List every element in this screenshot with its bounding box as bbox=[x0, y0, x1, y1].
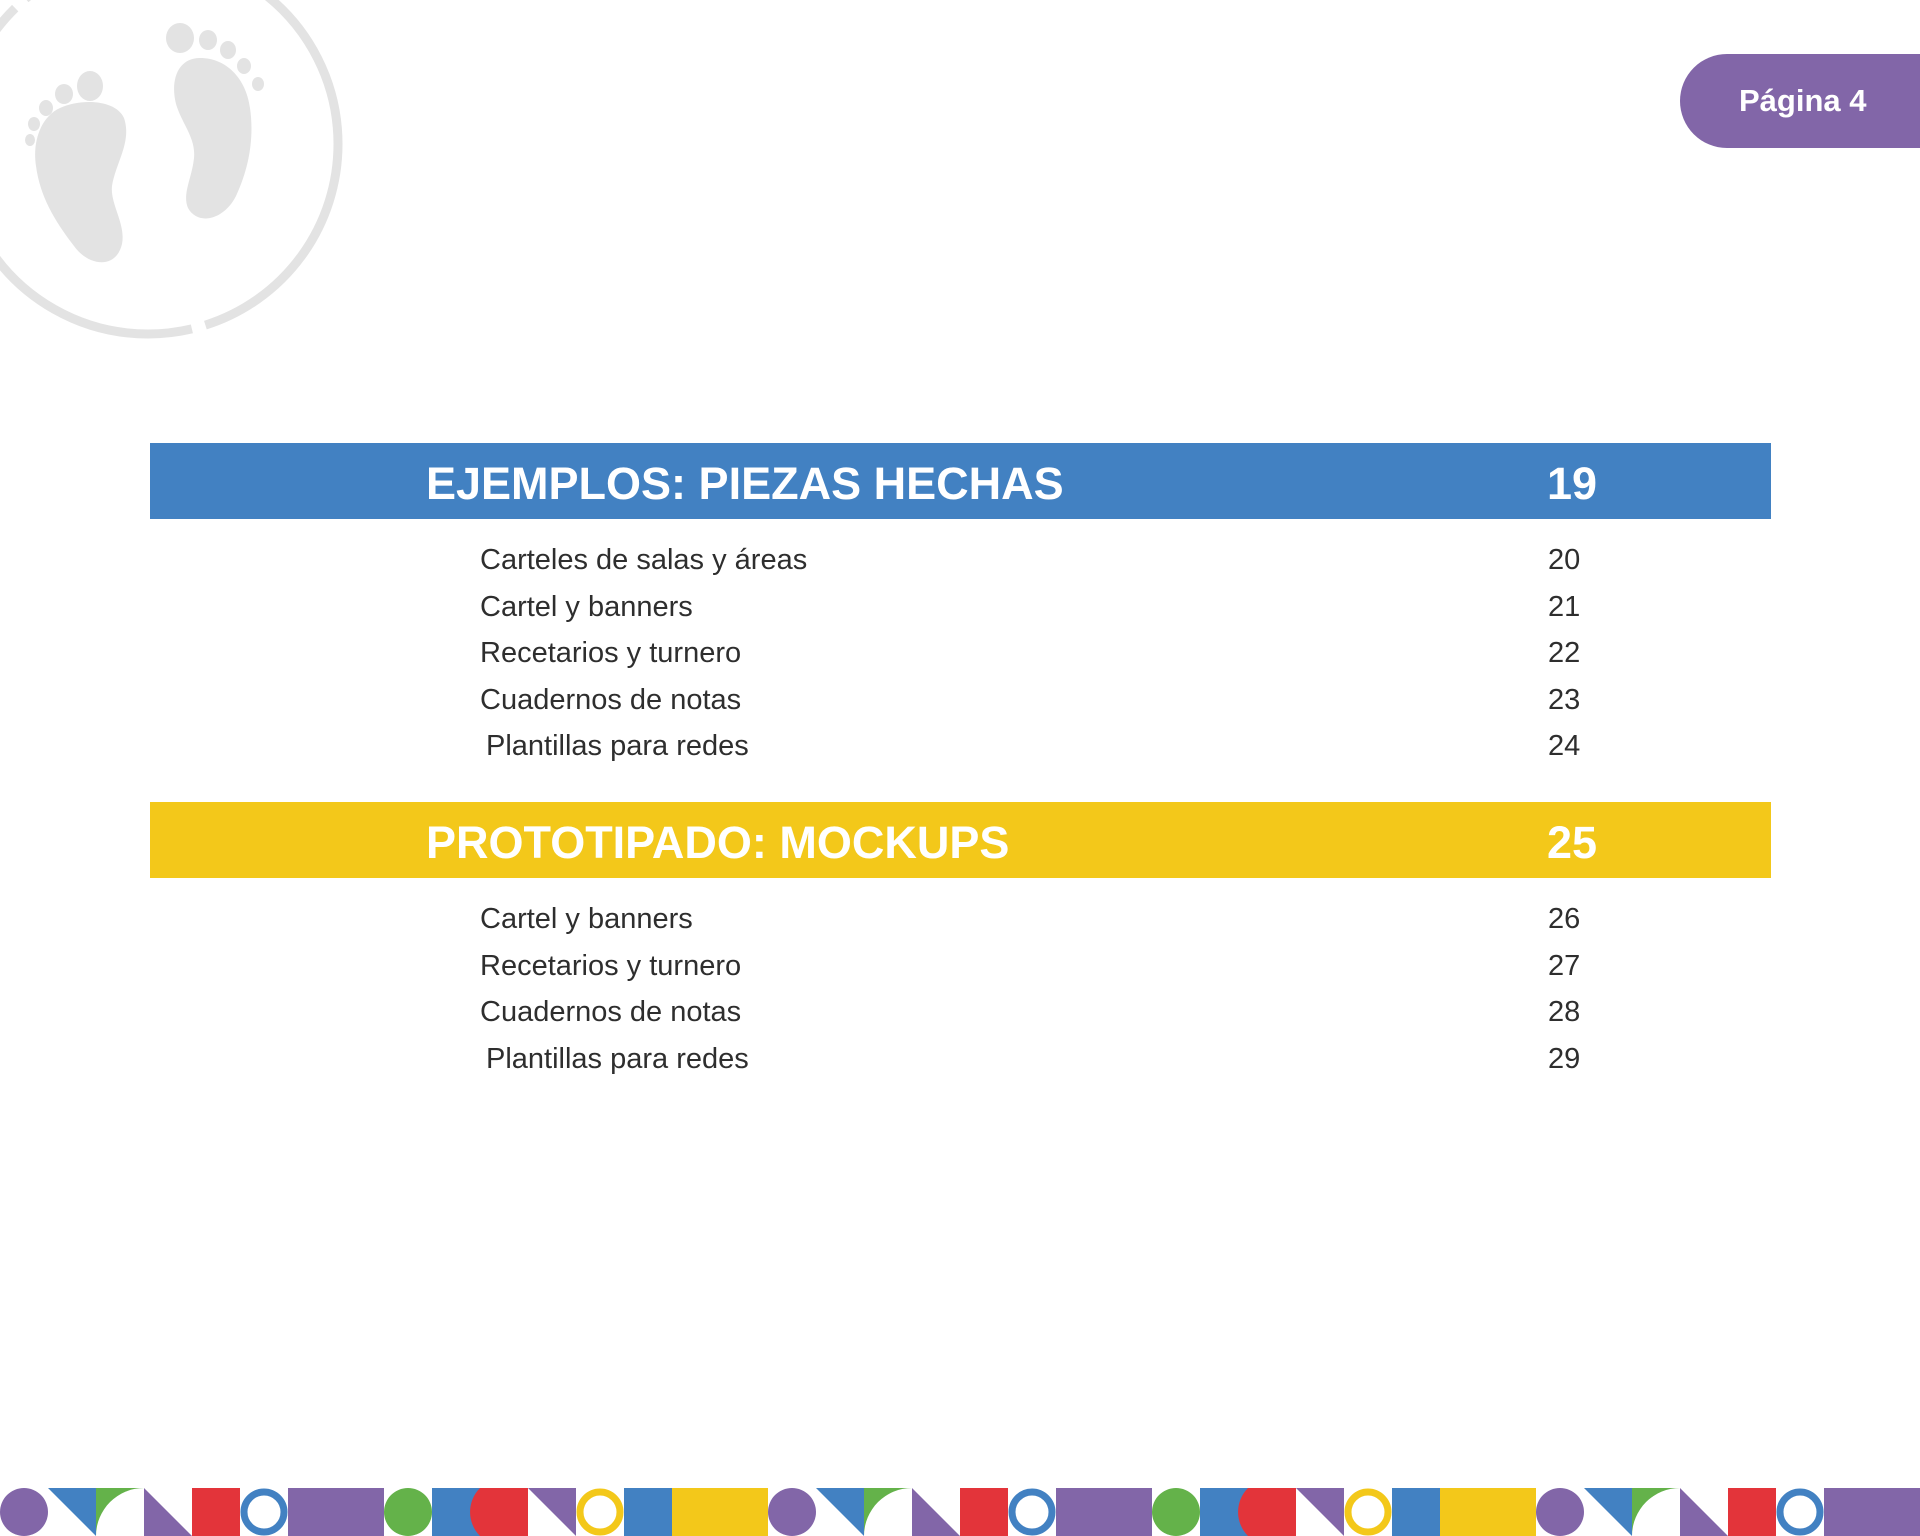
toc-entry[interactable]: Carteles de salas y áreas 20 bbox=[0, 538, 1920, 585]
toc-entry-label: Cartel y banners bbox=[480, 903, 693, 935]
border-shape bbox=[240, 1488, 288, 1536]
border-shape bbox=[192, 1488, 240, 1536]
toc-entry[interactable]: Cartel y banners 26 bbox=[0, 897, 1920, 944]
border-shape bbox=[1296, 1488, 1344, 1536]
toc-entry[interactable]: Cuadernos de notas 23 bbox=[0, 678, 1920, 725]
toc-entry[interactable]: Cartel y banners 21 bbox=[0, 585, 1920, 632]
section-page-number: 25 bbox=[1547, 817, 1598, 868]
toc-entry-label: Plantillas para redes bbox=[486, 730, 749, 762]
border-shape bbox=[288, 1488, 384, 1536]
toc-entry-page: 26 bbox=[1548, 903, 1581, 935]
border-shape bbox=[144, 1488, 192, 1536]
section-header-prototipado: PROTOTIPADO: MOCKUPS 25 bbox=[150, 802, 1771, 878]
section-title: EJEMPLOS: PIEZAS HECHAS bbox=[426, 458, 1064, 509]
border-shape bbox=[672, 1488, 768, 1536]
toc-entry-page: 29 bbox=[1548, 1042, 1581, 1075]
border-shape bbox=[1824, 1488, 1920, 1536]
border-shape bbox=[1392, 1488, 1440, 1536]
border-shape bbox=[960, 1488, 1008, 1536]
toc-entry-label: Cartel y banners bbox=[480, 590, 693, 623]
toc-entry-page: 24 bbox=[1548, 730, 1581, 762]
border-shape bbox=[768, 1488, 816, 1536]
toc-entry-label: Plantillas para redes bbox=[486, 1042, 749, 1075]
border-shape bbox=[1632, 1488, 1680, 1536]
border-shape bbox=[1776, 1488, 1824, 1536]
border-shape bbox=[1728, 1488, 1776, 1536]
border-shape bbox=[1152, 1488, 1200, 1536]
toc-entry-page: 21 bbox=[1548, 590, 1581, 623]
toc-entry-label: Recetarios y turnero bbox=[480, 637, 742, 669]
section-header-ejemplos: EJEMPLOS: PIEZAS HECHAS 19 bbox=[150, 443, 1771, 519]
geometric-border-pattern bbox=[0, 1488, 1920, 1536]
toc-entry-page: 20 bbox=[1548, 544, 1581, 576]
border-shape bbox=[528, 1488, 576, 1536]
border-shape bbox=[384, 1488, 432, 1536]
border-shape bbox=[470, 1488, 528, 1536]
border-shape bbox=[1008, 1488, 1056, 1536]
toc-list-prototipado: Cartel y banners 26 Recetarios y turnero… bbox=[0, 897, 1920, 1083]
border-shape bbox=[96, 1488, 144, 1536]
border-shape bbox=[1584, 1488, 1632, 1536]
toc-entry-label: Cuadernos de notas bbox=[480, 996, 742, 1028]
border-shape bbox=[0, 1488, 48, 1536]
border-shape bbox=[1238, 1488, 1296, 1536]
border-shape bbox=[48, 1488, 96, 1536]
toc-entry[interactable]: Plantillas para redes 24 bbox=[0, 724, 1920, 771]
page-number-label: Página 4 bbox=[1739, 83, 1867, 118]
border-shape bbox=[864, 1488, 912, 1536]
toc-entry[interactable]: Cuadernos de notas 28 bbox=[0, 990, 1920, 1037]
toc-entry-page: 27 bbox=[1548, 949, 1581, 982]
toc-entry-label: Carteles de salas y áreas bbox=[480, 544, 808, 576]
border-shape bbox=[816, 1488, 864, 1536]
border-shape bbox=[1344, 1488, 1392, 1536]
border-shape bbox=[1056, 1488, 1152, 1536]
section-page-number: 19 bbox=[1547, 458, 1598, 509]
toc-entry-label: Cuadernos de notas bbox=[480, 683, 742, 716]
toc-entry-label: Recetarios y turnero bbox=[480, 949, 742, 982]
baby-footprints-icon bbox=[0, 0, 343, 339]
border-shape bbox=[576, 1488, 624, 1536]
border-shape bbox=[912, 1488, 960, 1536]
toc-entry-page: 22 bbox=[1548, 637, 1581, 669]
border-shape bbox=[624, 1488, 672, 1536]
border-shape bbox=[1536, 1488, 1584, 1536]
page-number-tab: Página 4 bbox=[1680, 54, 1920, 148]
border-shape bbox=[1440, 1488, 1536, 1536]
border-shape bbox=[1680, 1488, 1728, 1536]
toc-entry[interactable]: Recetarios y turnero 27 bbox=[0, 944, 1920, 991]
toc-entry-page: 23 bbox=[1548, 683, 1581, 716]
section-title: PROTOTIPADO: MOCKUPS bbox=[426, 817, 1010, 868]
toc-list-ejemplos: Carteles de salas y áreas 20 Cartel y ba… bbox=[0, 538, 1920, 771]
toc-entry-page: 28 bbox=[1548, 996, 1581, 1028]
toc-entry[interactable]: Plantillas para redes 29 bbox=[0, 1037, 1920, 1084]
toc-entry[interactable]: Recetarios y turnero 22 bbox=[0, 631, 1920, 678]
